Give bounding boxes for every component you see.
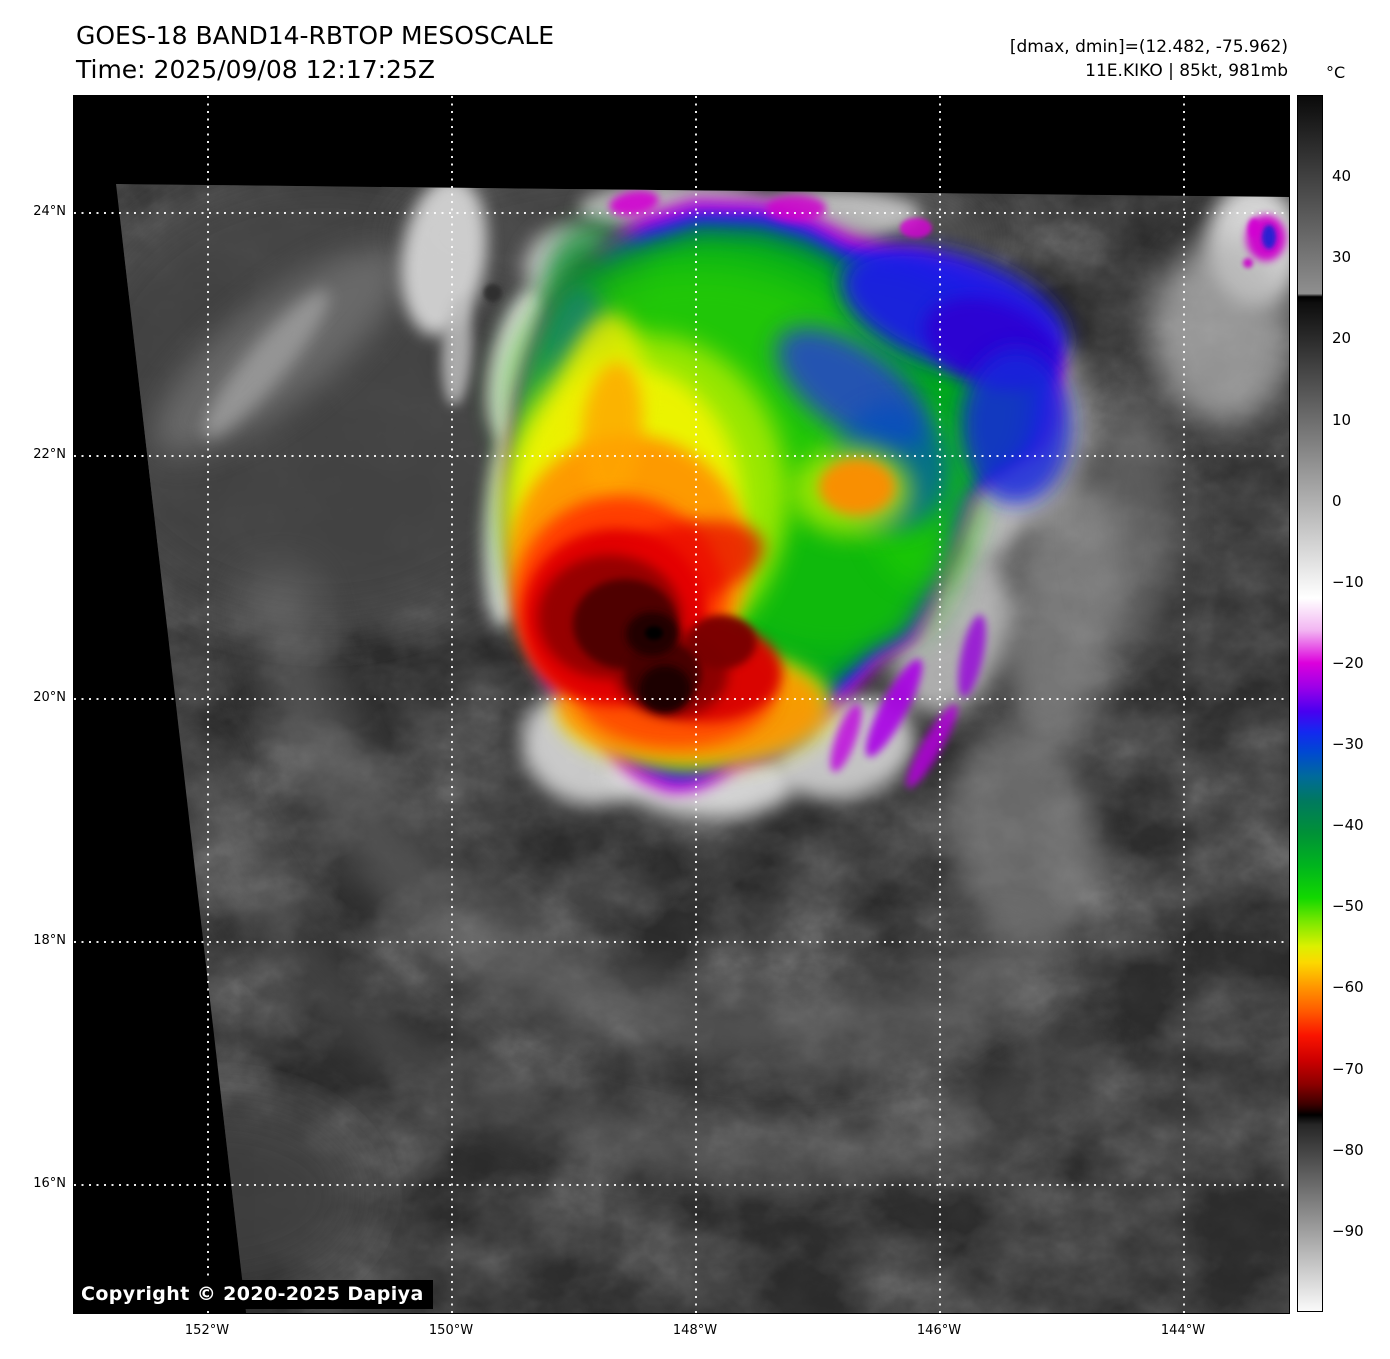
lon-tick-label: 144°W (1160, 1323, 1206, 1338)
product-timestamp: Time: 2025/09/08 12:17:25Z (76, 55, 435, 84)
colorbar-tick-label: −80 (1332, 1140, 1364, 1159)
lat-tick-label: 24°N (33, 204, 66, 219)
lon-tick-label: 148°W (672, 1323, 718, 1338)
colorbar-tick-label: 20 (1332, 329, 1352, 348)
colorbar-tick-label: 40 (1332, 167, 1352, 186)
colorbar-tick-label: −40 (1332, 816, 1364, 835)
storm-infrared-image (74, 96, 1289, 1313)
lon-tick-label: 146°W (916, 1323, 962, 1338)
colorbar-tick-label: −90 (1332, 1221, 1364, 1240)
lat-tick-label: 20°N (33, 690, 66, 705)
temperature-colorbar (1297, 95, 1323, 1312)
satellite-map: Copyright © 2020-2025 Dapiya (73, 95, 1290, 1314)
copyright-banner: Copyright © 2020-2025 Dapiya (77, 1280, 433, 1309)
colorbar-tick-label: −70 (1332, 1059, 1364, 1078)
lat-tick-label: 22°N (33, 447, 66, 462)
colorbar-tick-label: 30 (1332, 248, 1352, 267)
dmax-dmin-readout: [dmax, dmin]=(12.482, -75.962) (1009, 37, 1288, 57)
colorbar-unit-label: °C (1326, 63, 1346, 82)
colorbar-tick-label: 0 (1332, 491, 1342, 510)
colorbar-tick-label: −10 (1332, 572, 1364, 591)
latlon-gridlines (74, 96, 1289, 1313)
colorbar-tick-label: −30 (1332, 735, 1364, 754)
lon-tick-label: 150°W (428, 1323, 474, 1338)
colorbar-tick-label: −50 (1332, 897, 1364, 916)
lat-tick-label: 18°N (33, 933, 66, 948)
product-title: GOES-18 BAND14-RBTOP MESOSCALE (76, 21, 555, 50)
lat-tick-label: 16°N (33, 1176, 66, 1191)
colorbar-tick-label: −20 (1332, 653, 1364, 672)
colorbar-tick-label: −60 (1332, 978, 1364, 997)
lon-tick-label: 152°W (184, 1323, 230, 1338)
storm-identity-readout: 11E.KIKO | 85kt, 981mb (1085, 61, 1288, 81)
colorbar-tick-label: 10 (1332, 410, 1352, 429)
